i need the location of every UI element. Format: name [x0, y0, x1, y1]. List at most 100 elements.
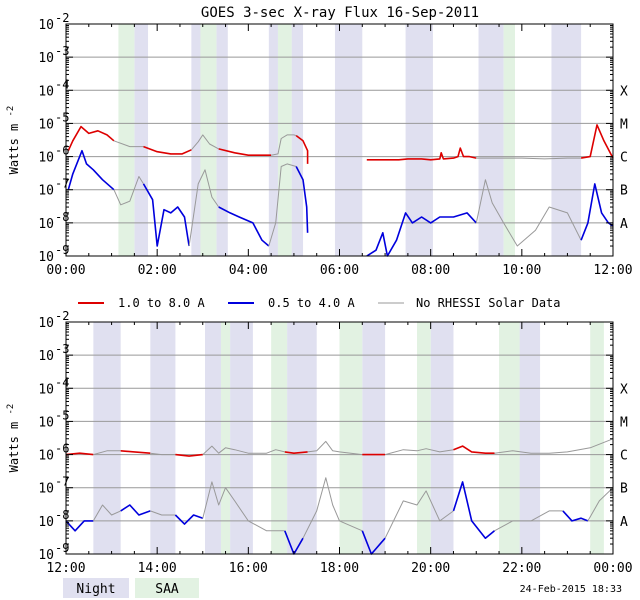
band-legend: Night SAA [63, 578, 199, 598]
y-axis-label-base: Watts m [7, 415, 21, 473]
top-panel: 10-910-810-710-610-510-410-310 -200:00 02:… [6, 11, 633, 278]
y-tick-exponent: -8 [55, 210, 69, 224]
y-tick-label: 10 [38, 415, 54, 430]
legend-saa-swatch [135, 578, 199, 598]
y-axis-label: Watts m -2 [6, 106, 21, 175]
x-tick-label: 02:00 [138, 263, 177, 278]
flare-class-label: C [620, 449, 628, 464]
x-tick-label: 22:00 [502, 561, 541, 576]
x-tick-label: 00:00 [593, 561, 632, 576]
short-channel-segment [562, 510, 589, 522]
y-axis-label-base: Watts m [7, 117, 21, 175]
long-channel-nodata-segment [191, 134, 219, 151]
y-tick-label: 10 [38, 515, 54, 530]
long-channel-nodata-segment [113, 140, 144, 148]
long-channel-segment [120, 450, 151, 454]
short-channel-segment [366, 212, 477, 257]
x-tick-label: 18:00 [320, 561, 359, 576]
x-tick-label: 10:00 [502, 263, 541, 278]
long-channel-segment [580, 124, 614, 159]
short-channel-nodata-segment [587, 487, 614, 522]
saa-band [416, 322, 431, 554]
y-axis-label-exponent: -2 [6, 404, 16, 415]
short-channel-nodata-segment [150, 510, 176, 516]
long-channel-nodata-segment [494, 438, 614, 454]
short-channel-nodata-segment [475, 179, 582, 247]
short-channel-segment [67, 149, 115, 191]
short-channel-segment [580, 183, 614, 241]
legend-night-label: Night [76, 582, 115, 597]
saa-band [590, 322, 604, 554]
legend-label-short: 0.5 to 4.0 A [268, 296, 355, 310]
legend-label-long: 1.0 to 8.0 A [118, 296, 205, 310]
flare-class-label: X [620, 382, 628, 397]
bottom-panel: 10-910-810-710-610-510-410-310 -212:00 14:… [6, 309, 633, 576]
y-tick-exponent: -2 [55, 11, 69, 25]
long-channel-segment [295, 134, 309, 164]
short-channel-segment [452, 481, 496, 540]
y-axis-label-exponent: -2 [6, 106, 16, 117]
short-channel-segment [295, 166, 309, 233]
legend-night-swatch [63, 578, 129, 598]
flare-class-label: M [620, 117, 628, 132]
y-tick-exponent: -8 [55, 508, 69, 522]
y-tick-exponent: -9 [55, 243, 69, 257]
series-legend: 1.0 to 8.0 A 0.5 to 4.0 A No RHESSI Sola… [78, 296, 561, 310]
flare-class-label: B [620, 184, 628, 199]
x-tick-label: 06:00 [320, 263, 359, 278]
short-channel-segment [218, 206, 270, 247]
night-band [287, 322, 317, 554]
long-channel-nodata-segment [150, 452, 176, 456]
x-tick-label: 16:00 [229, 561, 268, 576]
short-channel-segment [142, 183, 190, 247]
night-band [291, 24, 304, 256]
x-tick-label: 12:00 [46, 561, 85, 576]
y-tick-exponent: -7 [55, 475, 69, 489]
y-tick-exponent: -6 [55, 442, 69, 456]
y-tick-label: 10 [38, 548, 54, 563]
y-tick-label: 10 [38, 449, 54, 464]
short-channel-segment [120, 504, 151, 516]
saa-band [200, 24, 217, 256]
flare-class-label: B [620, 482, 628, 497]
y-tick-exponent: -7 [55, 177, 69, 191]
short-channel-nodata-segment [202, 481, 285, 532]
y-tick-label: 10 [38, 349, 54, 364]
x-tick-label: 00:00 [46, 263, 85, 278]
flare-class-label: M [620, 415, 628, 430]
night-band [216, 24, 228, 256]
legend-label-nodata: No RHESSI Solar Data [416, 296, 561, 310]
flare-class-label: X [620, 84, 628, 99]
y-tick-exponent: -4 [55, 77, 69, 91]
night-band [268, 24, 278, 256]
saa-band [339, 322, 363, 554]
flare-class-label: A [620, 515, 628, 530]
chart-title: GOES 3-sec X-ray Flux 16-Sep-2011 [201, 5, 479, 21]
saa-band [118, 24, 135, 256]
flare-class-label: C [620, 151, 628, 166]
long-channel-segment [175, 453, 203, 457]
y-tick-label: 10 [38, 184, 54, 199]
night-band [191, 24, 201, 256]
night-band [134, 24, 149, 256]
long-channel-nodata-segment [271, 134, 297, 156]
long-channel-segment [143, 145, 192, 155]
x-tick-label: 04:00 [229, 263, 268, 278]
y-tick-label: 10 [38, 316, 54, 331]
y-tick-label: 10 [38, 482, 54, 497]
short-channel-nodata-segment [188, 169, 220, 247]
y-tick-exponent: -6 [55, 144, 69, 158]
short-channel-segment [65, 520, 94, 532]
legend-saa-label: SAA [155, 582, 179, 597]
short-channel-nodata-segment [92, 504, 121, 522]
saa-band [503, 24, 515, 256]
x-tick-label: 20:00 [411, 561, 450, 576]
flare-class-label: A [620, 217, 628, 232]
y-tick-exponent: -5 [55, 110, 69, 124]
short-channel-nodata-segment [384, 490, 454, 539]
night-band [478, 24, 504, 256]
y-tick-exponent: -3 [55, 342, 69, 356]
y-axis-label: Watts m -2 [6, 404, 21, 473]
night-band [551, 24, 582, 256]
